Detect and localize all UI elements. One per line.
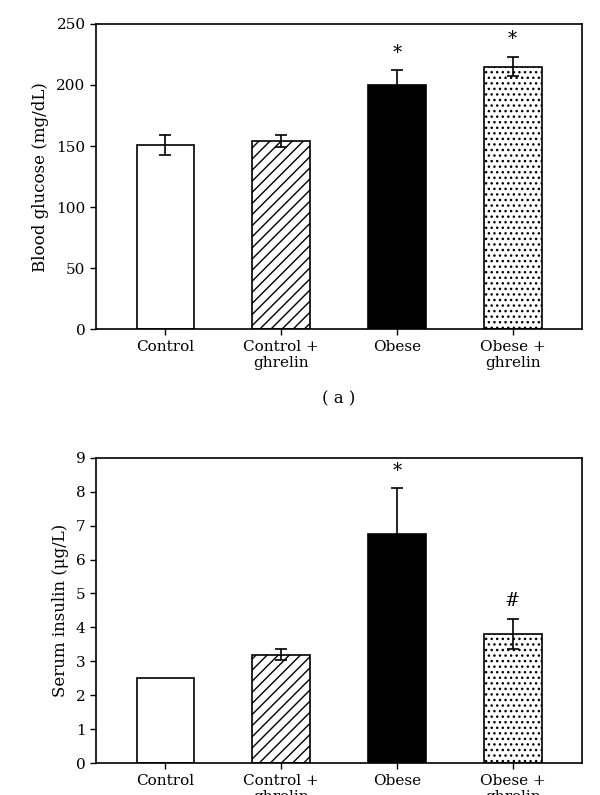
Text: *: *	[508, 30, 517, 48]
Y-axis label: Blood glucose (mg/dL): Blood glucose (mg/dL)	[32, 82, 49, 272]
Bar	[368, 534, 426, 763]
Bar	[137, 145, 194, 329]
Text: *: *	[392, 44, 401, 62]
Bar	[484, 634, 542, 763]
Text: #: #	[505, 592, 520, 611]
Bar	[137, 678, 194, 763]
Y-axis label: Serum insulin (μg/L): Serum insulin (μg/L)	[52, 524, 69, 697]
Bar	[252, 142, 310, 329]
Bar	[252, 654, 310, 763]
Bar	[368, 85, 426, 329]
Bar	[484, 67, 542, 329]
Text: *: *	[392, 462, 401, 479]
Text: ( a ): ( a )	[322, 390, 356, 408]
